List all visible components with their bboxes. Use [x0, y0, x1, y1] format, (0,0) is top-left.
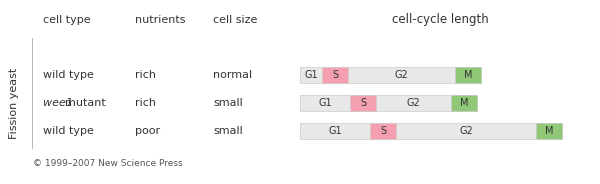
Text: © 1999–2007 New Science Press: © 1999–2007 New Science Press: [33, 158, 182, 167]
Bar: [300, 95, 477, 111]
Text: M: M: [464, 70, 472, 80]
Text: G1: G1: [328, 126, 342, 136]
Text: normal: normal: [213, 70, 252, 80]
Text: cell type: cell type: [43, 15, 91, 25]
Text: cell size: cell size: [213, 15, 257, 25]
Text: G1: G1: [304, 70, 318, 80]
Text: G2: G2: [459, 126, 473, 136]
Bar: [300, 123, 562, 139]
Text: G2: G2: [395, 70, 409, 80]
Text: wild type: wild type: [43, 70, 94, 80]
Bar: [536, 123, 562, 139]
Text: mutant: mutant: [65, 98, 106, 108]
Text: nutrients: nutrients: [135, 15, 185, 25]
Text: cell-cycle length: cell-cycle length: [392, 13, 488, 26]
Bar: [322, 67, 348, 83]
Text: S: S: [332, 70, 338, 80]
Text: S: S: [380, 126, 386, 136]
Text: G2: G2: [407, 98, 421, 108]
Text: Fission yeast: Fission yeast: [9, 67, 19, 139]
Text: wild type: wild type: [43, 126, 94, 136]
Text: rich: rich: [135, 70, 156, 80]
Text: G1: G1: [318, 98, 332, 108]
Text: small: small: [213, 98, 243, 108]
Text: S: S: [360, 98, 366, 108]
Text: small: small: [213, 126, 243, 136]
Bar: [300, 67, 481, 83]
Bar: [451, 95, 477, 111]
Bar: [350, 95, 376, 111]
Bar: [455, 67, 481, 83]
Text: rich: rich: [135, 98, 156, 108]
Text: M: M: [460, 98, 468, 108]
Text: wee1: wee1: [43, 98, 77, 108]
Text: M: M: [545, 126, 553, 136]
Bar: [370, 123, 396, 139]
Text: poor: poor: [135, 126, 160, 136]
